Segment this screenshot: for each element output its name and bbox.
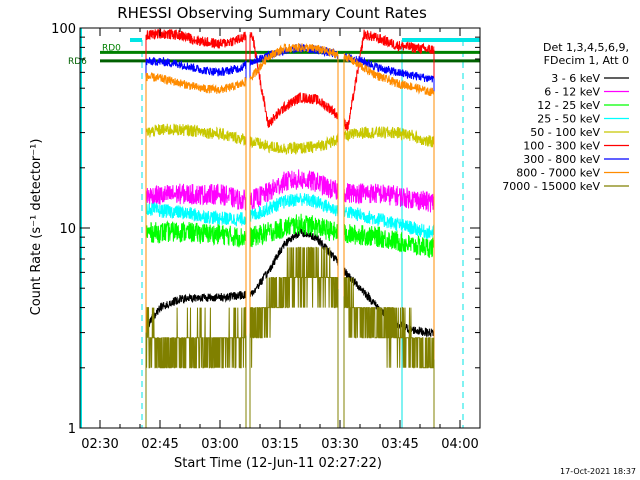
x-axis-title: Start Time (12-Jun-11 02:27:22) xyxy=(174,456,382,471)
legend-label: 300 - 800 keV xyxy=(523,153,600,166)
legend-label: 50 - 100 keV xyxy=(530,126,600,139)
series-50-100-kev xyxy=(145,123,435,428)
series-trace xyxy=(145,246,435,369)
x-tick-label: 02:45 xyxy=(141,437,178,452)
x-tick-label: 04:00 xyxy=(441,437,478,452)
axes-layer: 02:30 02:45 03:00 03:15 03:30 03:45 04:00 1 10 10… xyxy=(51,22,481,452)
legend-label: 800 - 7000 keV xyxy=(516,167,600,180)
y-tick-label: 1 xyxy=(68,422,76,437)
generation-timestamp: 17-Oct-2021 18:37 xyxy=(560,467,636,476)
x-tick-label: 03:15 xyxy=(261,437,298,452)
series-trace xyxy=(145,123,435,155)
legend-label: 3 - 6 keV xyxy=(551,72,600,85)
chart-title: RHESSI Observing Summary Count Rates xyxy=(117,4,427,22)
legend-label: 25 - 50 keV xyxy=(537,113,600,126)
legend-label: 6 - 12 keV xyxy=(544,86,600,99)
legend-label: 12 - 25 keV xyxy=(537,99,600,112)
annotation-label-rd6: RD6 xyxy=(68,57,87,67)
legend-label: 100 - 300 keV xyxy=(523,140,600,153)
legend-header-line-1: Det 1,3,4,5,6,9, xyxy=(543,41,629,54)
x-tick-label: 03:00 xyxy=(201,437,238,452)
annotation-label-rd0: RD0 xyxy=(102,43,121,53)
x-tick-label: 02:30 xyxy=(81,437,118,452)
series-trace xyxy=(145,42,435,97)
legend-header-line-2: FDecim 1, Att 0 xyxy=(544,54,629,67)
series-trace xyxy=(145,213,435,258)
y-tick-label: 100 xyxy=(51,22,76,37)
series-7000-15000-kev xyxy=(145,246,435,428)
plot-data-layer xyxy=(145,28,435,428)
legend-label: 7000 - 15000 keV xyxy=(502,180,600,193)
legend: Det 1,3,4,5,6,9, FDecim 1, Att 0 3 - 6 k… xyxy=(502,41,629,193)
y-tick-label: 10 xyxy=(59,222,76,237)
series-trace xyxy=(145,193,435,239)
x-tick-label: 03:45 xyxy=(381,437,418,452)
x-tick-label: 03:30 xyxy=(321,437,358,452)
series-trace xyxy=(145,169,435,213)
y-axis-title: Count Rate (s⁻¹ detector⁻¹) xyxy=(29,139,44,316)
